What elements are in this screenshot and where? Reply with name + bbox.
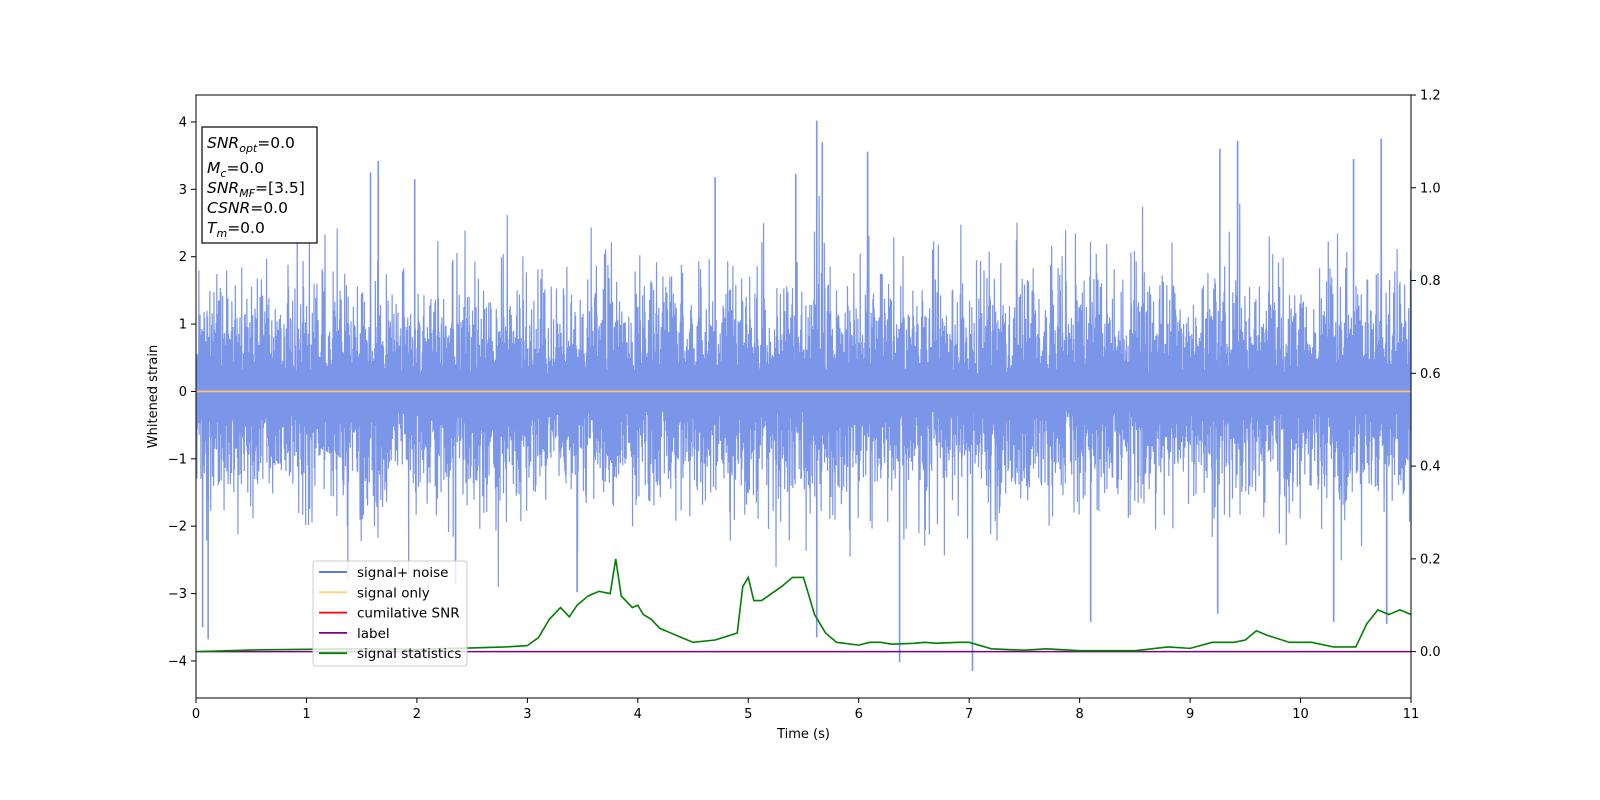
- series-signal-noise-line: [196, 196, 1411, 587]
- y-tick-label: 0: [179, 385, 187, 400]
- legend-label: signal statistics: [357, 646, 461, 662]
- x-tick-label: 5: [744, 707, 752, 722]
- y-axis-label: Whitened strain: [146, 345, 161, 448]
- x-tick-label: 10: [1292, 707, 1309, 722]
- legend: signal+ noise signal only cumilative SNR la…: [312, 560, 468, 667]
- y2-tick-label: 0.0: [1420, 645, 1441, 660]
- y-tick-label: 2: [179, 250, 187, 265]
- y-tick-label: 1: [179, 318, 187, 333]
- annotation-line: Mc=0.0: [207, 159, 264, 180]
- x-tick-label: 9: [1186, 707, 1194, 722]
- x-tick-label: 6: [855, 707, 863, 722]
- x-tick-label: 0: [192, 707, 200, 722]
- y2-tick-label: 0.2: [1420, 552, 1441, 567]
- legend-label: cumilative SNR: [357, 606, 460, 622]
- y-tick-label: 3: [179, 183, 187, 198]
- y2-tick-label: 1.2: [1420, 89, 1441, 104]
- legend-frame: [312, 560, 468, 667]
- x-tick-label: 4: [634, 707, 642, 722]
- y-tick-label: 4: [179, 115, 187, 130]
- x-tick-label: 8: [1075, 707, 1083, 722]
- y-tick-label: −4: [168, 654, 187, 669]
- y2-tick-label: 0.6: [1420, 367, 1441, 382]
- annotation-line: SNRMF=[3.5]: [207, 179, 305, 200]
- series-layer: [196, 120, 1411, 672]
- annotation-frame: [201, 126, 318, 244]
- y2-tick-label: 0.4: [1420, 460, 1441, 475]
- x-tick-label: 7: [965, 707, 973, 722]
- y-tick-label: −3: [168, 587, 187, 602]
- y2-tick-label: 1.0: [1420, 181, 1441, 196]
- series-signal-statistics-line: [196, 558, 1411, 653]
- axes-layer: 0 1 2 3 4 5 6 7 8 9 10 11 −4 −3 −2 −1 0 1 2 3 4 0.0 0.2 0.4 0.6 0…: [168, 89, 1441, 723]
- annotation-line: Tm=0.0: [207, 219, 265, 240]
- x-axis-label: Time (s): [776, 727, 830, 742]
- legend-label: label: [357, 626, 390, 642]
- x-tick-label: 2: [413, 707, 421, 722]
- legend-label: signal only: [357, 585, 430, 601]
- x-tick-label: 11: [1403, 707, 1420, 722]
- y-tick-label: −1: [168, 452, 187, 467]
- annotation-line: SNRopt=0.0: [207, 134, 295, 155]
- plot-frame: [195, 94, 1412, 699]
- legend-label: signal+ noise: [357, 565, 448, 581]
- annotation-line: CSNR=0.0: [207, 199, 288, 217]
- x-tick-label: 1: [302, 707, 310, 722]
- x-tick-label: 3: [523, 707, 531, 722]
- y-tick-label: −2: [168, 520, 187, 535]
- y2-tick-label: 0.8: [1420, 274, 1441, 289]
